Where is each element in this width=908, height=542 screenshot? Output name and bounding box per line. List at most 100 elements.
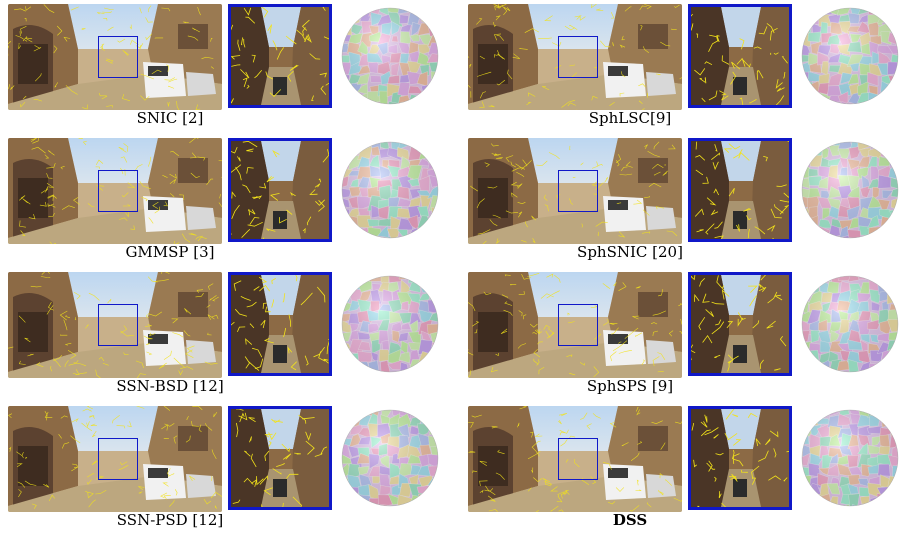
sphere-superpixel: [348, 360, 362, 372]
method-panel-4: SphSNIC [20]: [460, 134, 900, 268]
sphere-superpixel: [427, 12, 438, 24]
sphere-superpixel: [820, 234, 831, 238]
sphere-superpixel: [342, 349, 351, 364]
sphere-superpixel: [816, 276, 830, 282]
sphere-superpixel: [887, 95, 898, 104]
sphere-superpixel: [890, 8, 898, 13]
sphere-superpixel: [802, 142, 810, 152]
sphere-superpixel: [428, 8, 438, 14]
panorama-image: [468, 272, 682, 378]
method-panel-8: DSS: [460, 402, 900, 536]
zoomed-detail-image: [228, 272, 332, 376]
sphere-superpixel: [418, 142, 431, 147]
zoomed-detail-image: [688, 406, 792, 510]
sphere-superpixel: [360, 276, 371, 282]
sphere-superpixel: [810, 410, 822, 418]
spherical-segmentation: [800, 406, 900, 510]
zoom-region-box: [558, 170, 598, 212]
method-panel-6: SphSPS [9]: [460, 268, 900, 402]
superpixel-contours: [8, 406, 222, 509]
sphere-superpixel: [342, 283, 354, 294]
sphere-superpixel: [428, 81, 438, 96]
sphere-superpixel: [361, 101, 373, 104]
sphere-superpixel: [807, 92, 821, 104]
zoom-superpixel-contours: [691, 409, 789, 507]
sphere-superpixel: [802, 410, 813, 417]
method-label: SphSNIC [20]: [577, 243, 683, 261]
method-label: SNIC [2]: [136, 109, 204, 127]
sphere-superpixel: [418, 493, 433, 506]
sphere-superpixel: [810, 502, 822, 506]
sphere-superpixel: [342, 235, 354, 238]
sphere-superpixel: [350, 106, 362, 108]
sphere-superpixel: [862, 239, 872, 243]
sphere-superpixel: [418, 235, 430, 238]
sphere-superpixel: [808, 237, 822, 238]
spherical-segmentation: [340, 4, 440, 108]
sphere-superpixel: [839, 373, 852, 377]
sphere-superpixel: [407, 236, 420, 238]
sphere-superpixel: [807, 8, 823, 15]
sphere-superpixel: [420, 410, 430, 417]
sphere-superpixel: [888, 349, 898, 361]
sphere-superpixel: [357, 504, 372, 506]
sphere-superpixel: [802, 416, 813, 429]
sphere-superpixel: [802, 216, 810, 227]
panorama-image: [468, 138, 682, 244]
sphere-superpixel: [430, 371, 438, 372]
sphere-superpixel: [400, 508, 413, 510]
panorama-image: [468, 406, 682, 512]
sphere-superpixel: [827, 371, 843, 372]
sphere-superpixel: [427, 145, 438, 160]
sphere-superpixel: [427, 504, 438, 506]
sphere-superpixel: [890, 216, 898, 230]
zoom-superpixel-contours: [691, 13, 788, 105]
sphere-superpixel: [867, 101, 884, 104]
sphere-superpixel: [348, 239, 362, 242]
spherical-segmentation: [800, 138, 900, 242]
sphere-superpixel: [342, 145, 353, 161]
sphere-superpixel: [806, 369, 822, 372]
panorama-image: [8, 272, 222, 378]
method-panel-1: SNIC [2]: [0, 0, 440, 134]
method-panel-3: GMMSP [3]: [0, 134, 440, 268]
sphere-superpixel: [817, 504, 830, 506]
sphere-superpixel: [417, 504, 433, 506]
sphere-superpixel: [869, 370, 883, 372]
sphere-superpixel: [342, 417, 353, 428]
sphere-superpixel: [891, 14, 898, 27]
sphere-superpixel: [870, 142, 883, 147]
zoomed-detail-image: [228, 4, 332, 108]
sphere-superpixel: [891, 21, 898, 34]
sphere-superpixel: [427, 410, 438, 418]
sphere-superpixel: [888, 496, 898, 506]
method-label: SSN-PSD [12]: [116, 511, 224, 529]
method-panel-2: SphLSC[9]: [460, 0, 900, 134]
sphere-superpixel: [429, 142, 438, 151]
spherical-segmentation: [800, 272, 900, 376]
sphere-superpixel: [802, 93, 814, 104]
sphere-superpixel: [368, 236, 380, 238]
sphere-superpixel: [427, 484, 438, 499]
sphere-superpixel: [347, 142, 361, 151]
sphere-superpixel: [430, 360, 438, 372]
sphere-superpixel: [409, 508, 420, 510]
sphere-superpixel: [809, 142, 823, 149]
sphere-superpixel: [342, 369, 353, 372]
spherical-segmentation: [800, 4, 900, 108]
sphere-superpixel: [342, 487, 350, 499]
sphere-superpixel: [429, 239, 440, 242]
sphere-superpixel: [891, 239, 900, 242]
sphere-superpixel: [879, 240, 893, 242]
panorama-image: [8, 4, 222, 110]
sphere-superpixel: [342, 86, 352, 97]
spherical-segmentation: [340, 138, 440, 242]
sphere-superpixel: [802, 360, 813, 370]
sphere-superpixel: [342, 504, 353, 506]
sphere-superpixel: [862, 503, 870, 506]
sphere-superpixel: [398, 370, 410, 372]
sphere-superpixel: [878, 92, 894, 104]
zoomed-detail-image: [688, 4, 792, 108]
sphere-superpixel: [427, 280, 438, 296]
sphere-superpixel: [887, 142, 898, 150]
